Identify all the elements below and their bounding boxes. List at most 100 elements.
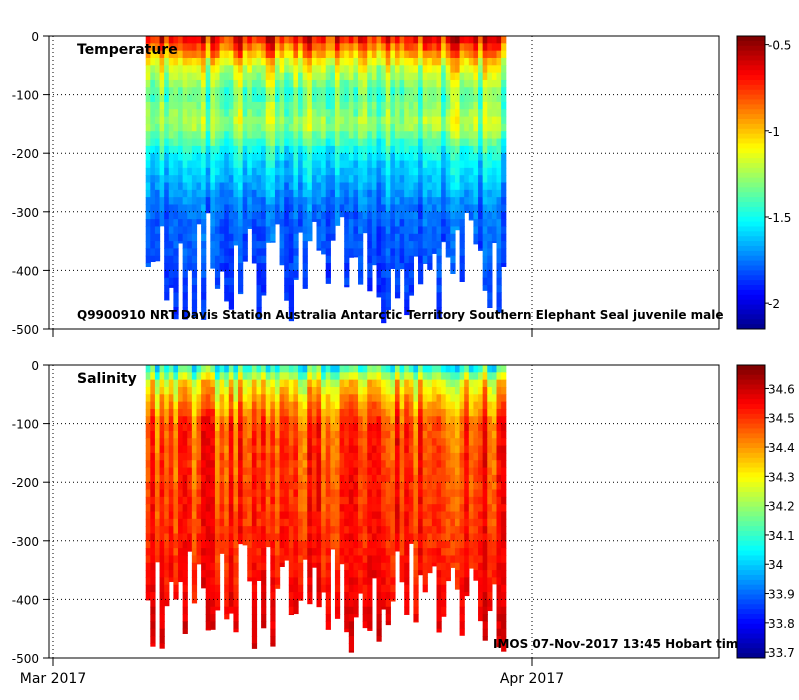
heatmap-cell [487, 57, 493, 66]
heatmap-cell [348, 621, 355, 630]
heatmap-cell [321, 72, 327, 81]
heatmap-cell [311, 167, 318, 176]
heatmap-cell [164, 577, 170, 586]
heatmap-cell [219, 533, 225, 542]
heatmap-cell [445, 511, 451, 520]
heatmap-cell [298, 116, 304, 125]
heatmap-cell [445, 219, 451, 228]
heatmap-cell [178, 211, 184, 220]
heatmap-cell [270, 636, 276, 644]
heatmap-cell [210, 562, 216, 571]
heatmap-cell [496, 189, 502, 198]
heatmap-cell [173, 116, 179, 125]
heatmap-cell [390, 423, 396, 432]
heatmap-cell [362, 614, 368, 622]
heatmap-cell [270, 562, 276, 571]
heatmap-cell [367, 153, 373, 162]
heatmap-cell [431, 423, 438, 432]
heatmap-cell [385, 36, 391, 44]
heatmap-cell [307, 482, 313, 491]
heatmap-cell [265, 533, 271, 542]
heatmap-cell [164, 94, 170, 103]
heatmap-cell [178, 138, 184, 147]
heatmap-cell [228, 241, 235, 250]
heatmap-cell [270, 153, 276, 162]
heatmap-cell [201, 299, 207, 308]
heatmap-cell [431, 182, 438, 191]
heatmap-cell [399, 386, 405, 395]
heatmap-cell [381, 248, 387, 257]
heatmap-cell [228, 401, 235, 410]
heatmap-cell [459, 94, 465, 103]
heatmap-cell [191, 401, 198, 410]
heatmap-cell [394, 182, 401, 191]
heatmap-cell [399, 416, 405, 425]
heatmap-cell [316, 467, 322, 476]
heatmap-cell [390, 460, 396, 469]
heatmap-cell [381, 540, 387, 549]
heatmap-cell [330, 175, 336, 184]
heatmap-cell [302, 540, 308, 549]
heatmap-cell [228, 182, 235, 191]
heatmap-cell [228, 365, 235, 373]
heatmap-cell [247, 401, 253, 410]
heatmap-cell [187, 504, 193, 513]
heatmap-cell [404, 175, 410, 184]
heatmap-cell [431, 167, 438, 176]
heatmap-cell [173, 408, 179, 417]
heatmap-cell [344, 277, 350, 286]
heatmap-cell [279, 540, 285, 549]
heatmap-cell [164, 394, 170, 403]
heatmap-cell [187, 138, 193, 147]
heatmap-cell [404, 94, 410, 103]
heatmap-cell [431, 386, 438, 395]
heatmap-cell [150, 621, 156, 630]
heatmap-cell [339, 504, 345, 513]
heatmap-cell [145, 87, 151, 96]
heatmap-cell [284, 109, 290, 118]
heatmap-cell [251, 555, 258, 564]
heatmap-cell [348, 614, 355, 622]
heatmap-cell [491, 50, 498, 59]
heatmap-cell [478, 445, 484, 454]
colorbar-swatch [737, 123, 765, 130]
heatmap-cell [293, 79, 299, 88]
heatmap-cell [399, 526, 405, 535]
heatmap-cell [487, 36, 493, 44]
heatmap-cell [436, 270, 442, 279]
heatmap-cell [274, 526, 281, 535]
heatmap-cell [311, 57, 318, 66]
heatmap-cell [381, 43, 387, 52]
heatmap-cell [418, 270, 424, 279]
heatmap-cell [316, 131, 322, 140]
heatmap-cell [242, 482, 248, 491]
heatmap-cell [233, 467, 239, 476]
heatmap-cell [288, 614, 295, 616]
heatmap-cell [431, 197, 438, 206]
heatmap-cell [251, 43, 258, 52]
heatmap-cell [302, 160, 308, 169]
heatmap-cell [376, 467, 382, 476]
heatmap-cell [413, 255, 419, 257]
heatmap-cell [390, 386, 396, 395]
heatmap-cell [238, 43, 244, 52]
heatmap-cell [311, 219, 318, 222]
heatmap-cell [441, 43, 447, 52]
heatmap-cell [339, 438, 345, 447]
heatmap-cell [427, 138, 433, 147]
heatmap-cell [311, 94, 318, 103]
heatmap-cell [330, 204, 336, 213]
heatmap-cell [459, 204, 465, 213]
heatmap-cell [256, 408, 262, 417]
heatmap-cell [431, 43, 438, 52]
heatmap-cell [413, 526, 419, 535]
heatmap-cell [187, 116, 193, 125]
heatmap-cell [261, 416, 267, 425]
heatmap-cell [353, 365, 359, 373]
heatmap-cell [418, 548, 424, 557]
heatmap-cell [362, 65, 368, 74]
heatmap-cell [385, 511, 391, 520]
heatmap-cell [251, 197, 258, 206]
heatmap-cell [348, 43, 355, 52]
heatmap-cell [178, 386, 184, 395]
